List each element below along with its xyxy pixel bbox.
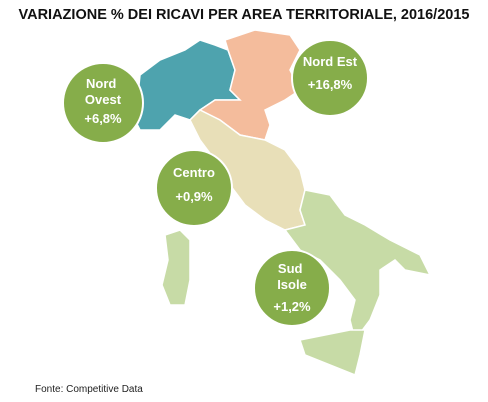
sardinia	[161, 229, 191, 306]
region-value: +1,2%	[273, 299, 311, 314]
region-name: Sud Isole	[277, 261, 307, 292]
region-value: +0,9%	[175, 189, 213, 204]
badge-circle	[62, 62, 144, 144]
region-value: +16,8%	[308, 77, 353, 92]
badge-circle	[253, 249, 331, 327]
badge-circle	[291, 39, 369, 117]
badge-circle	[155, 149, 233, 227]
badge-nord-est: Nord Est +16,8%	[291, 39, 369, 117]
badge-centro: Centro +0,9%	[155, 149, 233, 227]
region-name: Centro	[173, 165, 215, 180]
sicily	[299, 329, 366, 377]
source: Fonte: Competitive Data	[35, 384, 143, 395]
region-sud	[283, 189, 432, 342]
region-value: +6,8%	[84, 111, 122, 126]
map	[129, 29, 432, 377]
badge-nord-ovest: Nord Ovest +6,8%	[62, 62, 144, 144]
region-name: Nord Est	[303, 54, 358, 69]
region-name: Nord Ovest	[85, 76, 122, 107]
title: VARIAZIONE % DEI RICAVI PER AREA TERRITO…	[19, 7, 470, 23]
badge-sud-isole: Sud Isole +1,2%	[253, 249, 331, 327]
